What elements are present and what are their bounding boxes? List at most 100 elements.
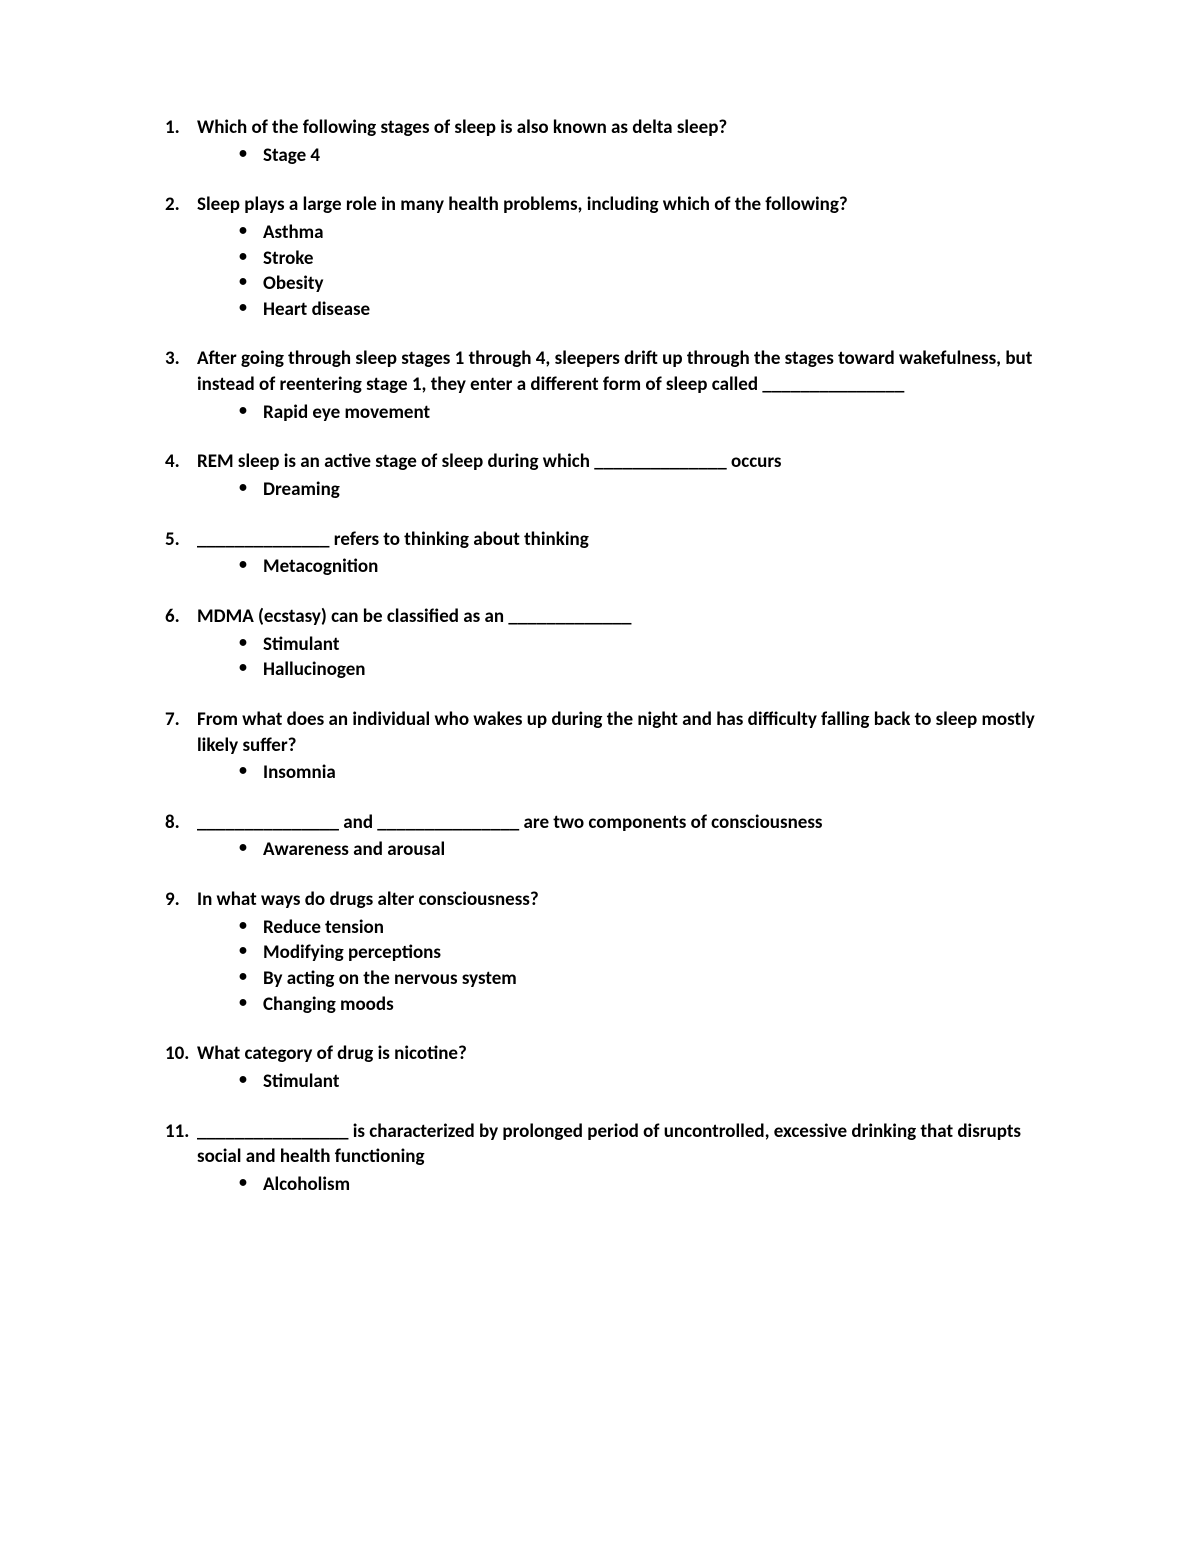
question-item: 4. REM sleep is an active stage of sleep… [165, 449, 1065, 502]
answer-text: Changing moods [263, 992, 1065, 1018]
answer-list: • Stimulant [239, 1069, 1065, 1095]
bullet-icon: • [239, 1172, 263, 1194]
answer-list: • Asthma • Stroke • Obesity • Heart dise… [239, 220, 1065, 323]
answer-text: Insomnia [263, 760, 1065, 786]
question-text: From what does an individual who wakes u… [197, 707, 1065, 758]
bullet-icon: • [239, 220, 263, 242]
bullet-icon: • [239, 760, 263, 782]
answer-list: • Reduce tension • Modifying perceptions… [239, 915, 1065, 1018]
bullet-icon: • [239, 915, 263, 937]
answer-text: Asthma [263, 220, 1065, 246]
question-item: 5. ______________ refers to thinking abo… [165, 527, 1065, 580]
question-text: _______________ and _______________ are … [197, 810, 1065, 836]
question-number: 8. [165, 810, 197, 863]
question-text: What category of drug is nicotine? [197, 1041, 1065, 1067]
bullet-icon: • [239, 966, 263, 988]
question-number: 5. [165, 527, 197, 580]
question-content: Sleep plays a large role in many health … [197, 192, 1065, 322]
bullet-icon: • [239, 632, 263, 654]
answer-text: Alcoholism [263, 1172, 1065, 1198]
question-number: 4. [165, 449, 197, 502]
question-number: 7. [165, 707, 197, 786]
answer-item: • Insomnia [239, 760, 1065, 786]
question-number: 6. [165, 604, 197, 683]
answer-list: • Awareness and arousal [239, 837, 1065, 863]
question-number: 3. [165, 346, 197, 425]
question-item: 9. In what ways do drugs alter conscious… [165, 887, 1065, 1017]
document-page: 1. Which of the following stages of slee… [165, 115, 1065, 1198]
answer-text: Reduce tension [263, 915, 1065, 941]
bullet-icon: • [239, 477, 263, 499]
answer-text: Rapid eye movement [263, 400, 1065, 426]
question-list: 1. Which of the following stages of slee… [165, 115, 1065, 1198]
answer-list: • Stimulant • Hallucinogen [239, 632, 1065, 683]
answer-text: Obesity [263, 271, 1065, 297]
answer-text: Modifying perceptions [263, 940, 1065, 966]
question-content: _______________ and _______________ are … [197, 810, 1065, 863]
answer-item: • Dreaming [239, 477, 1065, 503]
question-text: MDMA (ecstasy) can be classified as an _… [197, 604, 1065, 630]
answer-item: • Reduce tension [239, 915, 1065, 941]
answer-list: • Alcoholism [239, 1172, 1065, 1198]
answer-text: Stimulant [263, 1069, 1065, 1095]
answer-list: • Stage 4 [239, 143, 1065, 169]
bullet-icon: • [239, 657, 263, 679]
question-content: MDMA (ecstasy) can be classified as an _… [197, 604, 1065, 683]
bullet-icon: • [239, 246, 263, 268]
answer-text: Hallucinogen [263, 657, 1065, 683]
question-item: 10. What category of drug is nicotine? •… [165, 1041, 1065, 1094]
question-content: ________________ is characterized by pro… [197, 1119, 1065, 1198]
answer-item: • Awareness and arousal [239, 837, 1065, 863]
answer-list: • Insomnia [239, 760, 1065, 786]
answer-text: Awareness and arousal [263, 837, 1065, 863]
question-item: 6. MDMA (ecstasy) can be classified as a… [165, 604, 1065, 683]
answer-item: • Metacognition [239, 554, 1065, 580]
answer-item: • Stimulant [239, 1069, 1065, 1095]
question-item: 11. ________________ is characterized by… [165, 1119, 1065, 1198]
question-content: From what does an individual who wakes u… [197, 707, 1065, 786]
bullet-icon: • [239, 554, 263, 576]
bullet-icon: • [239, 400, 263, 422]
question-item: 7. From what does an individual who wake… [165, 707, 1065, 786]
answer-text: By acting on the nervous system [263, 966, 1065, 992]
answer-item: • Changing moods [239, 992, 1065, 1018]
answer-text: Metacognition [263, 554, 1065, 580]
bullet-icon: • [239, 992, 263, 1014]
bullet-icon: • [239, 297, 263, 319]
answer-item: • By acting on the nervous system [239, 966, 1065, 992]
question-item: 8. _______________ and _______________ a… [165, 810, 1065, 863]
bullet-icon: • [239, 940, 263, 962]
bullet-icon: • [239, 143, 263, 165]
question-content: In what ways do drugs alter consciousnes… [197, 887, 1065, 1017]
answer-item: • Modifying perceptions [239, 940, 1065, 966]
bullet-icon: • [239, 837, 263, 859]
answer-text: Stroke [263, 246, 1065, 272]
question-number: 9. [165, 887, 197, 1017]
answer-item: • Stage 4 [239, 143, 1065, 169]
bullet-icon: • [239, 271, 263, 293]
question-content: After going through sleep stages 1 throu… [197, 346, 1065, 425]
question-text: In what ways do drugs alter consciousnes… [197, 887, 1065, 913]
question-number: 11. [165, 1119, 197, 1198]
question-text: ________________ is characterized by pro… [197, 1119, 1065, 1170]
question-item: 3. After going through sleep stages 1 th… [165, 346, 1065, 425]
question-text: ______________ refers to thinking about … [197, 527, 1065, 553]
question-text: Which of the following stages of sleep i… [197, 115, 1065, 141]
answer-item: • Hallucinogen [239, 657, 1065, 683]
answer-list: • Rapid eye movement [239, 400, 1065, 426]
answer-item: • Asthma [239, 220, 1065, 246]
question-text: Sleep plays a large role in many health … [197, 192, 1065, 218]
answer-text: Stimulant [263, 632, 1065, 658]
question-item: 1. Which of the following stages of slee… [165, 115, 1065, 168]
question-number: 10. [165, 1041, 197, 1094]
question-number: 2. [165, 192, 197, 322]
answer-text: Heart disease [263, 297, 1065, 323]
question-content: What category of drug is nicotine? • Sti… [197, 1041, 1065, 1094]
question-content: ______________ refers to thinking about … [197, 527, 1065, 580]
question-content: Which of the following stages of sleep i… [197, 115, 1065, 168]
question-text: After going through sleep stages 1 throu… [197, 346, 1065, 397]
answer-item: • Stroke [239, 246, 1065, 272]
answer-text: Dreaming [263, 477, 1065, 503]
answer-list: • Metacognition [239, 554, 1065, 580]
question-item: 2. Sleep plays a large role in many heal… [165, 192, 1065, 322]
